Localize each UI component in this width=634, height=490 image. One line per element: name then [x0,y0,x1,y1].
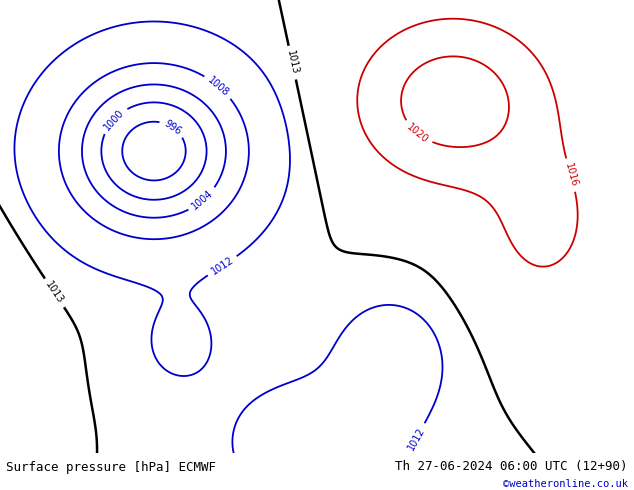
Text: ©weatheronline.co.uk: ©weatheronline.co.uk [503,480,628,490]
Text: 1000: 1000 [102,107,126,132]
Text: 1012: 1012 [406,425,427,452]
Text: Th 27-06-2024 06:00 UTC (12+90): Th 27-06-2024 06:00 UTC (12+90) [395,460,628,473]
Text: 1020: 1020 [405,122,430,145]
Text: Surface pressure [hPa] ECMWF: Surface pressure [hPa] ECMWF [6,462,216,474]
Text: 1016: 1016 [563,162,579,188]
Text: 1008: 1008 [206,74,231,98]
Text: 1004: 1004 [190,188,216,212]
Text: 1013: 1013 [44,280,65,306]
Text: 1013: 1013 [285,49,300,75]
Text: 996: 996 [162,118,183,137]
Text: 1012: 1012 [209,255,235,277]
